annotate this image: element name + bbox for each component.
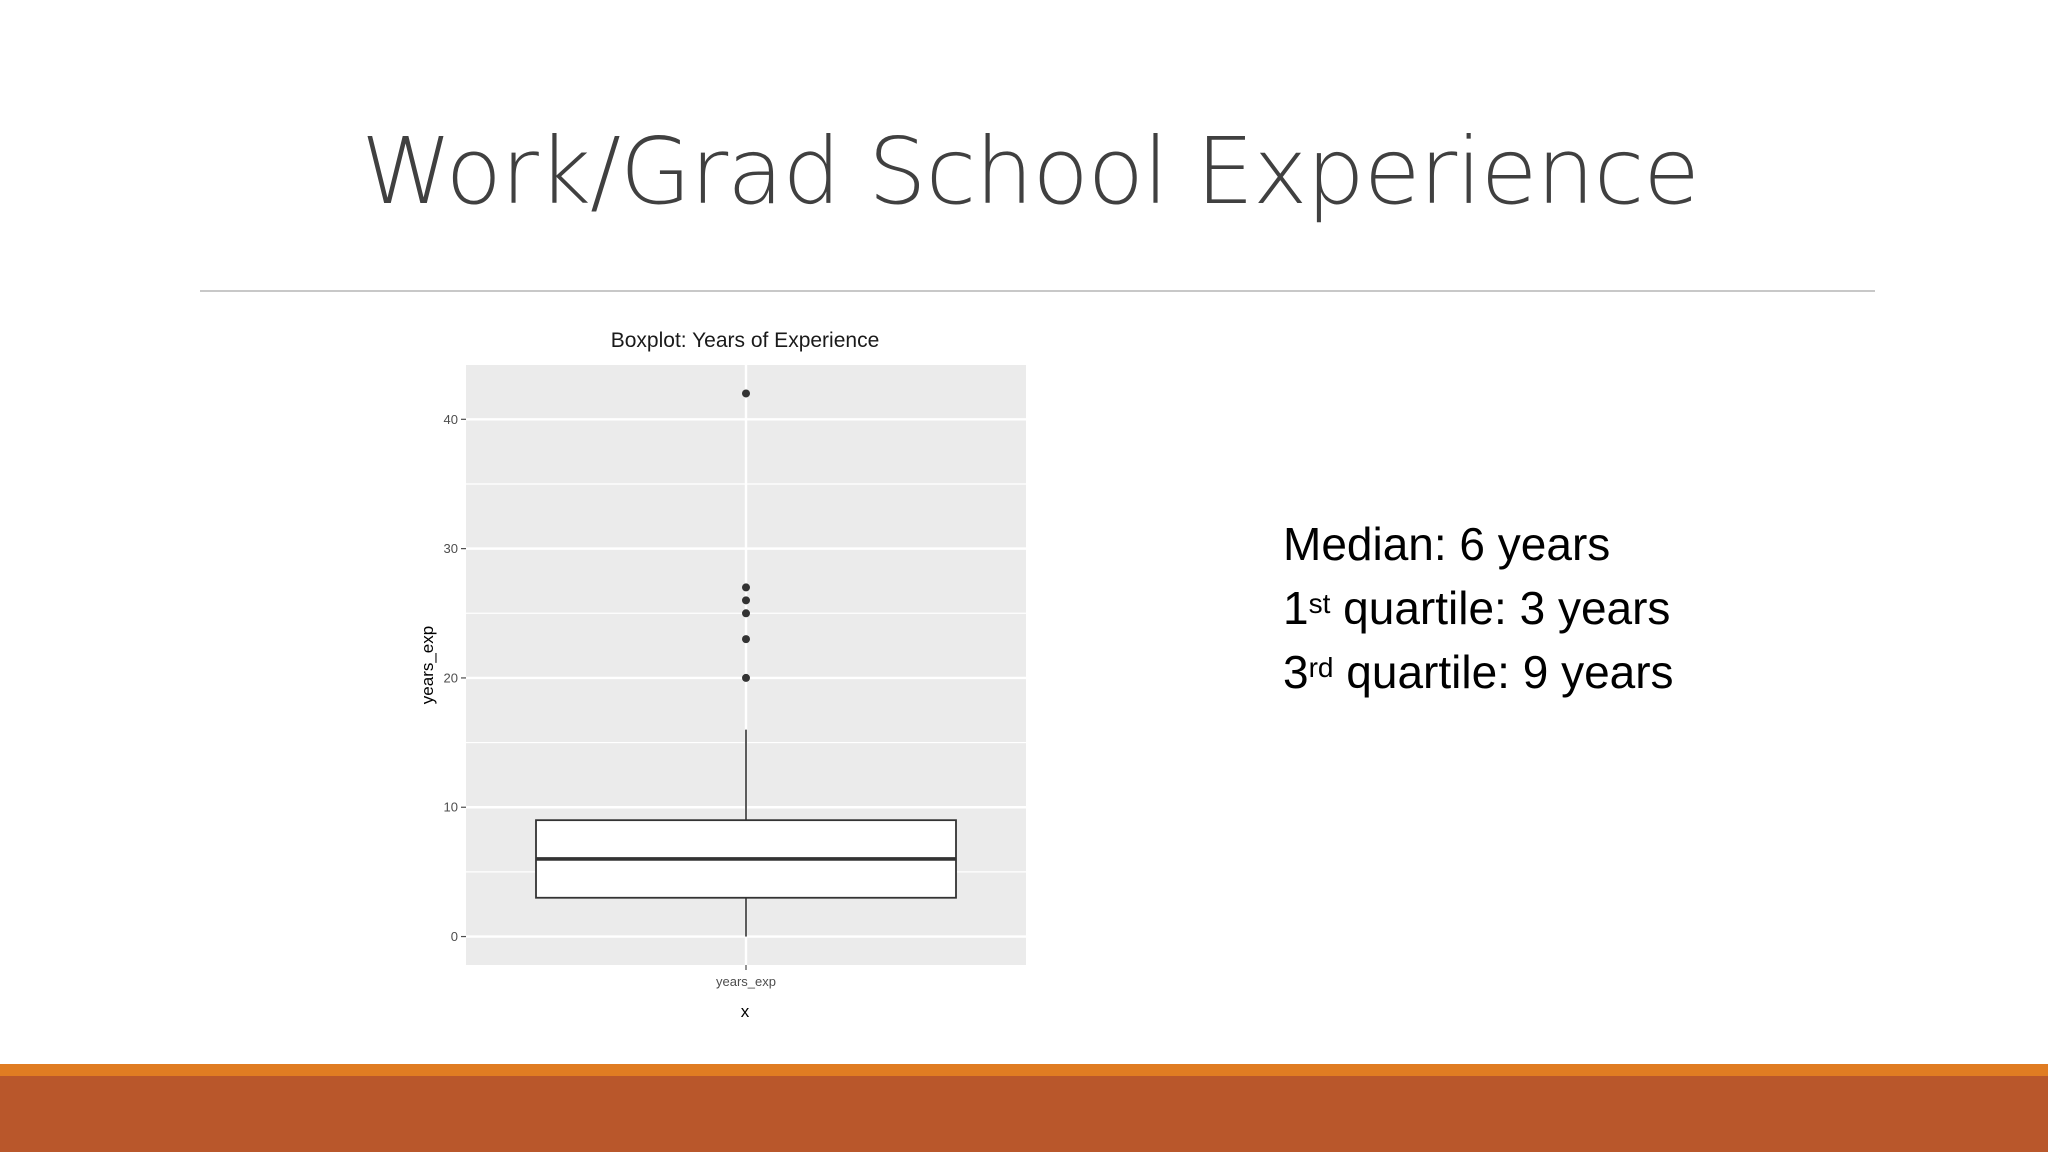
footer-bar xyxy=(0,1076,2048,1152)
outlier-point xyxy=(742,635,750,644)
stat-q3: 3rd quartile: 9 years xyxy=(1283,640,1674,704)
boxplot-chart: Boxplot: Years of Experience 0 10 20 30 40 y… xyxy=(418,329,1026,1021)
outlier-point xyxy=(742,673,750,682)
stat-q3-ordinal: rd xyxy=(1308,652,1334,683)
outlier-point xyxy=(742,389,750,398)
stat-median-text: Median: 6 years xyxy=(1283,518,1611,570)
chart-title: Boxplot: Years of Experience xyxy=(611,329,880,352)
boxes xyxy=(535,389,957,937)
title-divider xyxy=(200,290,1875,292)
stat-q1-ordinal: st xyxy=(1308,588,1331,619)
y-tick-label: 20 xyxy=(444,670,458,685)
stat-q1: 1st quartile: 3 years xyxy=(1283,576,1674,640)
y-tick-label: 30 xyxy=(444,541,458,556)
x-tick-label: years_exp xyxy=(716,974,776,989)
outlier-point xyxy=(742,609,750,618)
outlier-point xyxy=(742,583,750,592)
slide-title: Work/Grad School Experience xyxy=(361,118,1700,225)
stat-median: Median: 6 years xyxy=(1283,512,1674,576)
stat-q3-number: 3 xyxy=(1283,646,1309,698)
stat-q1-number: 1 xyxy=(1283,582,1309,634)
x-axis-title: x xyxy=(741,1002,750,1021)
stat-q1-text: quartile: 3 years xyxy=(1330,582,1671,634)
footer-accent-stripe xyxy=(0,1064,2048,1076)
y-tick-label: 40 xyxy=(444,412,458,427)
y-axis-title: years_exp xyxy=(418,626,437,704)
y-tick-label: 0 xyxy=(451,929,458,944)
y-axis: 0 10 20 30 40 xyxy=(444,412,466,944)
outlier-point xyxy=(742,596,750,605)
stat-q3-text: quartile: 9 years xyxy=(1333,646,1674,698)
stats-list: Median: 6 years 1st quartile: 3 years 3r… xyxy=(1283,512,1674,704)
x-axis: years_exp xyxy=(716,965,776,989)
y-tick-label: 10 xyxy=(444,800,458,815)
